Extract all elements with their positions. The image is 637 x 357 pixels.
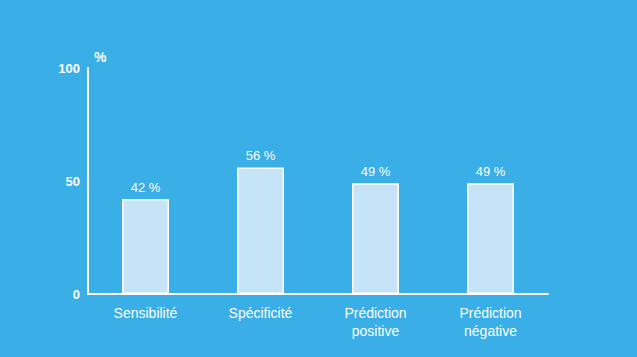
svg-text:Prédiction: Prédiction	[459, 305, 521, 321]
svg-text:56 %: 56 %	[246, 148, 276, 163]
svg-text:Prédiction: Prédiction	[344, 305, 406, 321]
svg-text:49 %: 49 %	[361, 164, 391, 179]
svg-text:%: %	[94, 49, 107, 65]
svg-text:Spécificité: Spécificité	[229, 305, 293, 321]
svg-text:0: 0	[73, 287, 80, 302]
svg-text:49 %: 49 %	[476, 164, 506, 179]
svg-text:positive: positive	[352, 323, 400, 339]
svg-text:Sensibilité: Sensibilité	[114, 305, 178, 321]
svg-text:42 %: 42 %	[131, 180, 161, 195]
svg-text:100: 100	[58, 61, 80, 76]
svg-text:négative: négative	[464, 323, 517, 339]
svg-text:50: 50	[66, 174, 80, 189]
